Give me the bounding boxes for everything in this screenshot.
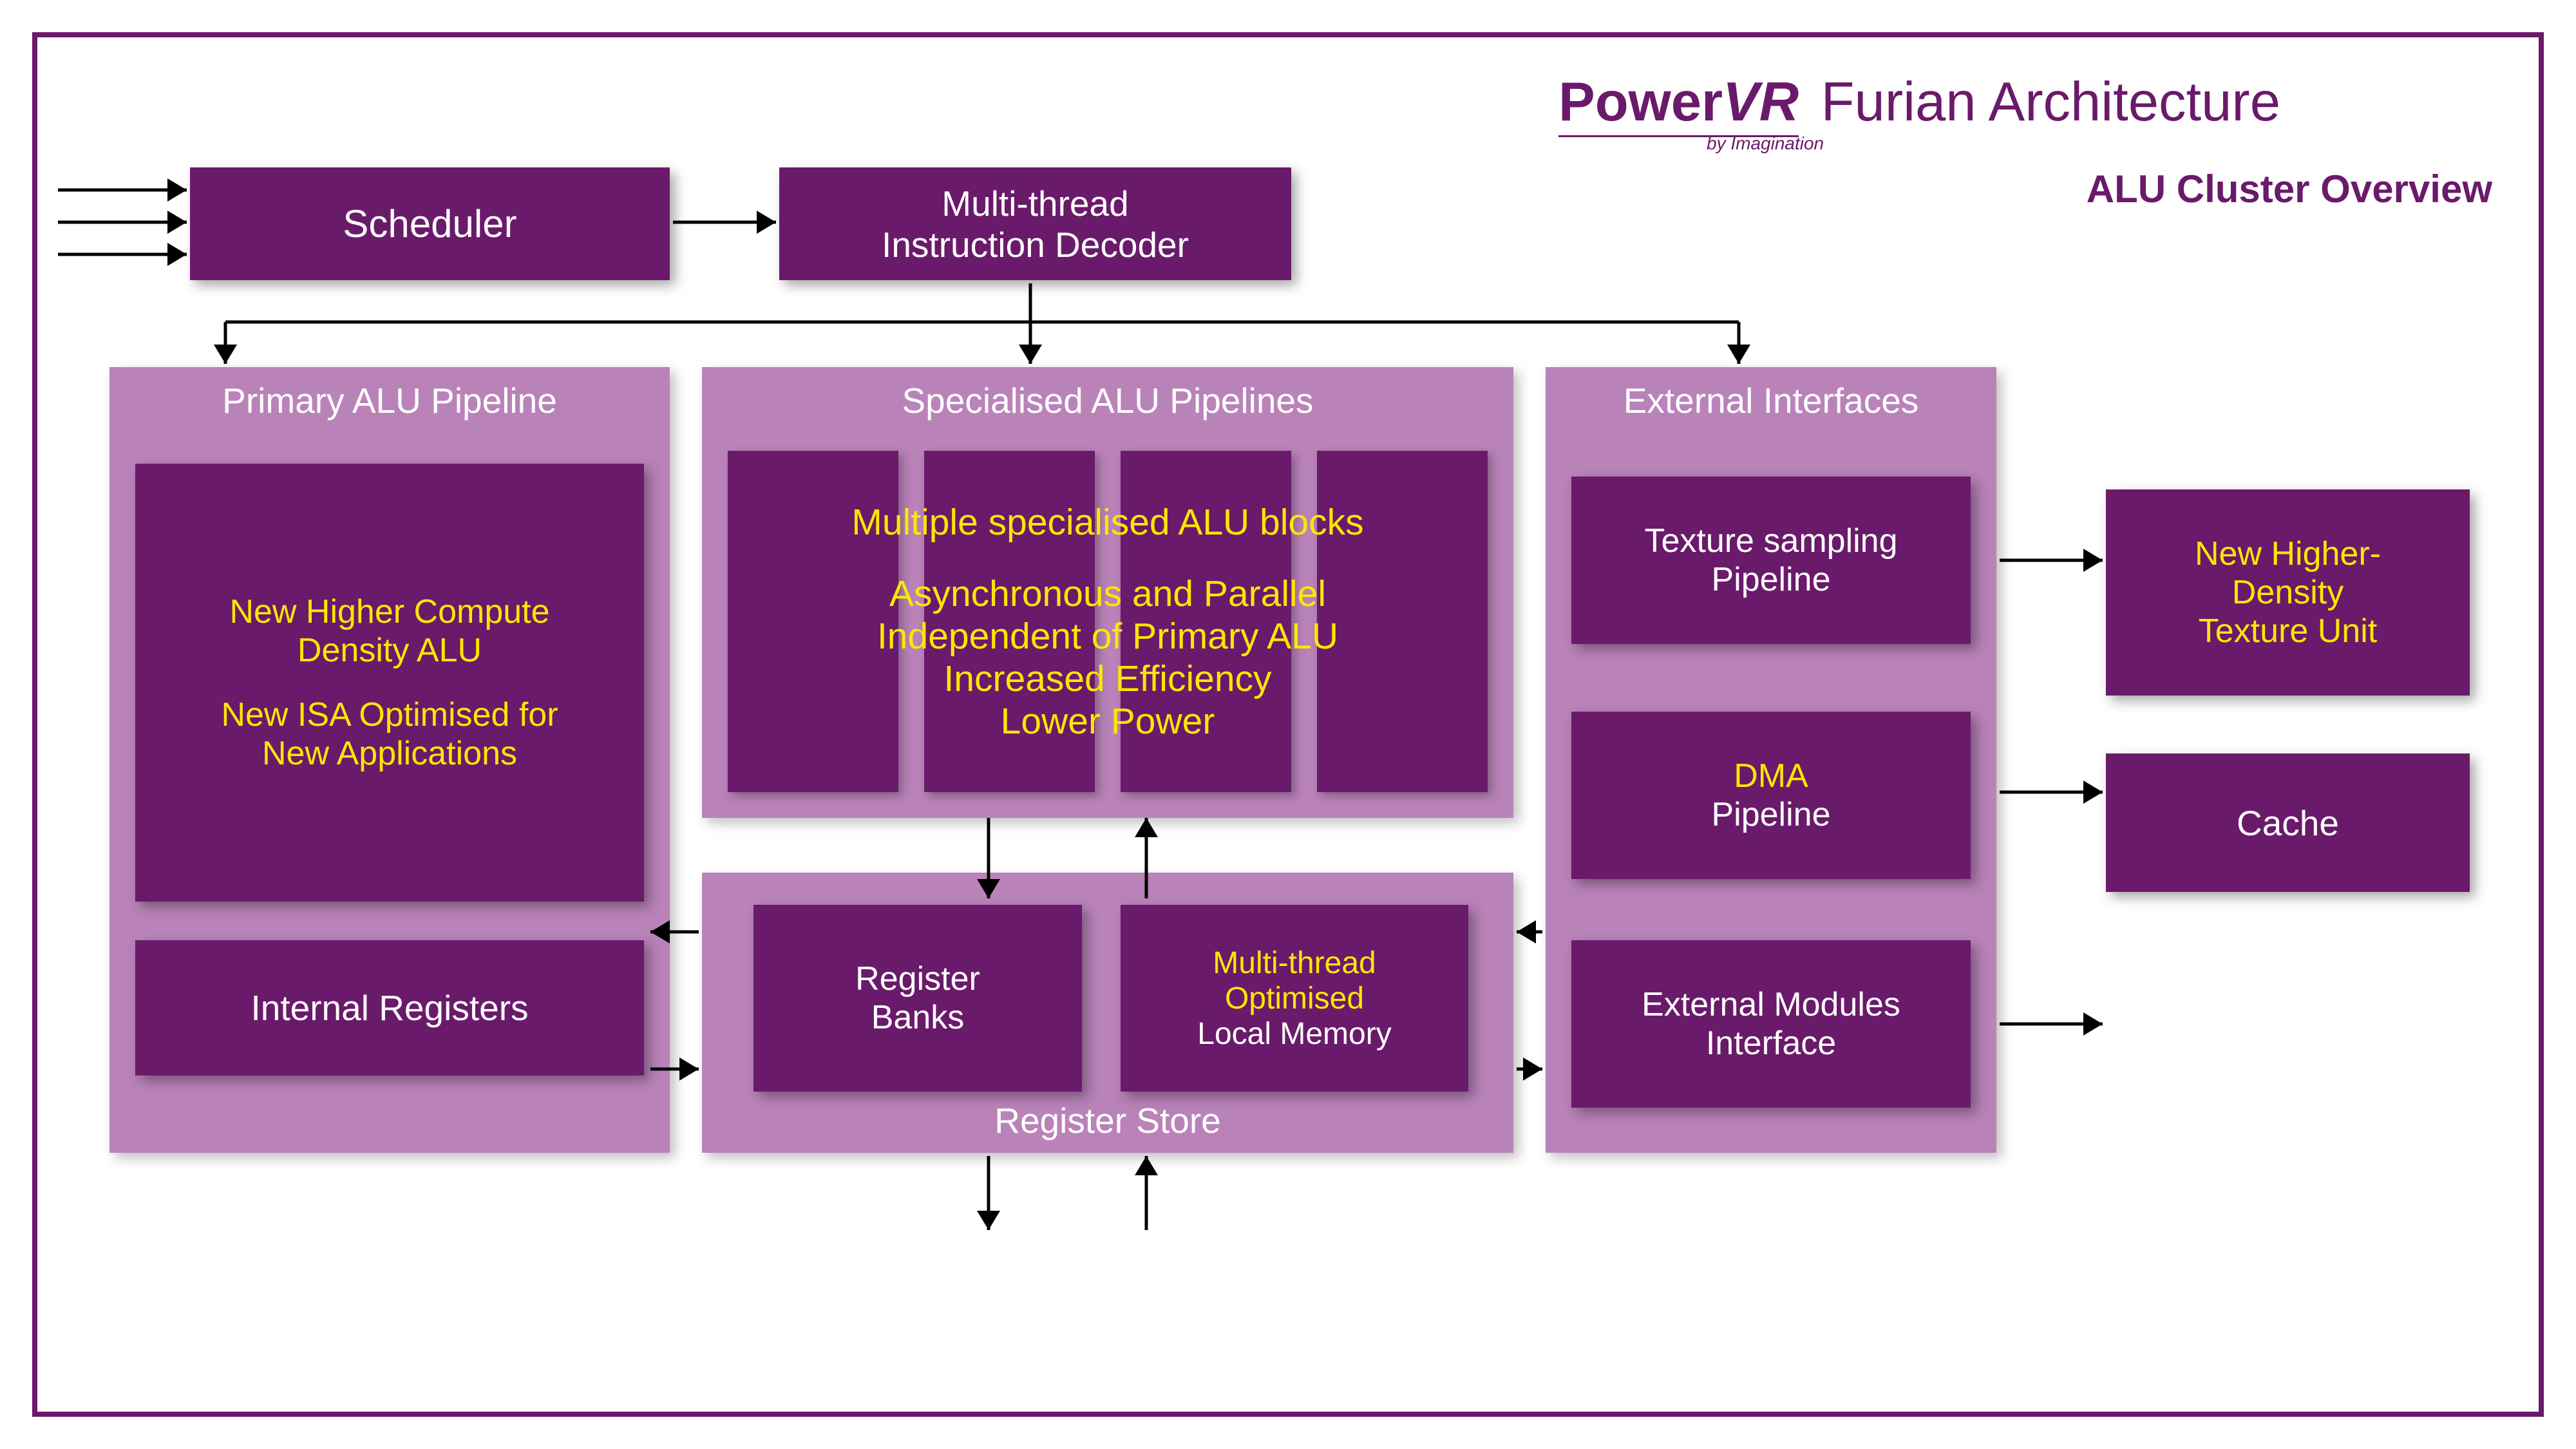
primary-alu-line4: New Applications bbox=[262, 734, 517, 773]
register-store-title: Register Store bbox=[702, 1100, 1513, 1141]
spec-overlay-l5: Lower Power bbox=[1001, 700, 1215, 743]
branding-title: PowerVR Furian Architecture by Imaginati… bbox=[1558, 71, 2492, 211]
primary-alu-line3: New ISA Optimised for bbox=[221, 696, 558, 734]
tex-unit-l2: Density bbox=[2232, 573, 2344, 612]
spec-overlay-l2: Asynchronous and Parallel bbox=[889, 573, 1326, 615]
tex-l1: Texture sampling bbox=[1644, 522, 1897, 560]
primary-alu-line1: New Higher Compute bbox=[229, 592, 549, 631]
primary-alu-block: New Higher Compute Density ALU New ISA O… bbox=[135, 464, 644, 902]
logo-power-text: Power bbox=[1558, 71, 1723, 133]
spec-overlay-l3: Independent of Primary ALU bbox=[877, 615, 1338, 658]
decoder-label-2: Instruction Decoder bbox=[882, 224, 1189, 265]
primary-alu-title: Primary ALU Pipeline bbox=[109, 380, 670, 421]
spec-overlay-l4: Increased Efficiency bbox=[943, 658, 1271, 700]
title-line: Furian Architecture bbox=[1821, 71, 2280, 133]
internal-registers-label: Internal Registers bbox=[251, 987, 528, 1028]
emi-l2: Interface bbox=[1706, 1024, 1836, 1063]
primary-alu-line2: Density ALU bbox=[298, 631, 482, 670]
emi-l1: External Modules bbox=[1642, 985, 1900, 1024]
reg-banks-l1: Register bbox=[855, 960, 980, 998]
internal-registers-block: Internal Registers bbox=[135, 940, 644, 1075]
local-mem-l3: Local Memory bbox=[1197, 1016, 1391, 1052]
scheduler-label: Scheduler bbox=[343, 202, 516, 246]
local-mem-l2: Optimised bbox=[1225, 981, 1364, 1016]
decoder-block: Multi-thread Instruction Decoder bbox=[779, 167, 1291, 280]
subtitle: ALU Cluster Overview bbox=[1558, 167, 2492, 211]
external-modules-interface-block: External Modules Interface bbox=[1571, 940, 1971, 1108]
tex-unit-l1: New Higher- bbox=[2195, 535, 2381, 573]
tex-l2: Pipeline bbox=[1711, 560, 1830, 599]
tex-unit-l3: Texture Unit bbox=[2199, 612, 2377, 650]
specialised-alu-overlay: Multiple specialised ALU blocks Asynchro… bbox=[702, 451, 1513, 792]
register-banks-block: Register Banks bbox=[753, 905, 1082, 1092]
decoder-label-1: Multi-thread bbox=[942, 183, 1128, 224]
local-mem-l1: Multi-thread bbox=[1213, 945, 1376, 981]
scheduler-block: Scheduler bbox=[190, 167, 670, 280]
cache-label: Cache bbox=[2237, 802, 2339, 844]
local-memory-block: Multi-thread Optimised Local Memory bbox=[1121, 905, 1468, 1092]
specialised-alu-title: Specialised ALU Pipelines bbox=[702, 380, 1513, 421]
dma-l2: Pipeline bbox=[1711, 795, 1830, 834]
dma-l1: DMA bbox=[1734, 757, 1808, 795]
external-interfaces-title: External Interfaces bbox=[1546, 380, 1996, 421]
texture-unit-block: New Higher- Density Texture Unit bbox=[2106, 489, 2470, 696]
logo-vr-text: VR bbox=[1723, 71, 1799, 133]
dma-pipeline-block: DMA Pipeline bbox=[1571, 712, 1971, 879]
cache-block: Cache bbox=[2106, 753, 2470, 892]
reg-banks-l2: Banks bbox=[871, 998, 965, 1037]
spec-overlay-l1: Multiple specialised ALU blocks bbox=[851, 501, 1363, 544]
texture-sampling-block: Texture sampling Pipeline bbox=[1571, 477, 1971, 644]
